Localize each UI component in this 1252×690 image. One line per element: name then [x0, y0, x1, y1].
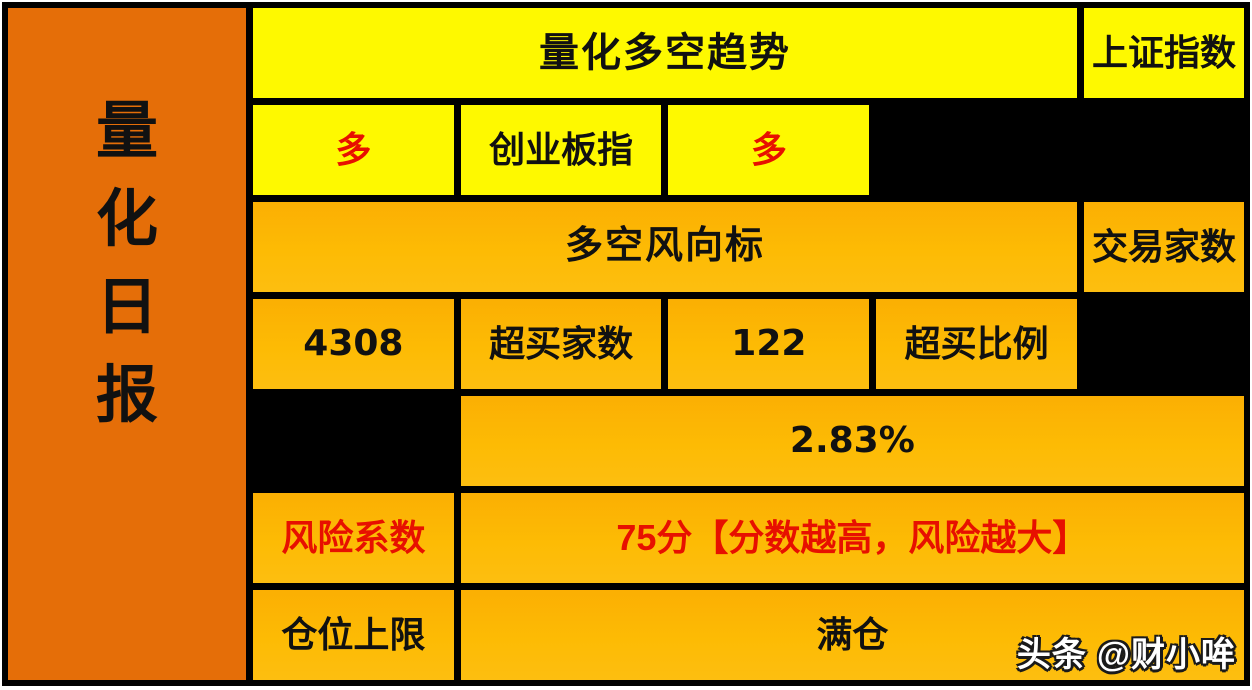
- sidebar-vertical-title: 量 化 日 报: [8, 8, 246, 680]
- risk-score-label: 风险系数: [253, 493, 454, 583]
- chinext-index-label: 创业板指: [460, 105, 662, 195]
- sidebar-char-2: 化: [95, 185, 158, 254]
- chinext-index-signal: 多: [668, 105, 870, 195]
- overbought-count-value: 122: [668, 299, 870, 389]
- position-limit-label: 仓位上限: [253, 590, 454, 680]
- sidebar-char-4: 报: [95, 361, 158, 430]
- watermark: 头条 @财小哞: [1017, 627, 1236, 676]
- sse-index-signal: 多: [253, 105, 454, 195]
- sse-index-label: 上证指数: [1083, 8, 1244, 98]
- risk-score-value: 75分【分数越高，风险越大】: [460, 493, 1244, 583]
- sidebar-char-1: 量: [95, 97, 158, 166]
- overbought-ratio-value: 2.83%: [460, 396, 1244, 486]
- sidebar-char-3: 日: [95, 273, 158, 342]
- trading-count-label: 交易家数: [1083, 202, 1244, 292]
- trading-count-value: 4308: [253, 299, 454, 389]
- overbought-count-label: 超买家数: [460, 299, 662, 389]
- section-header: 多空风向标: [253, 202, 1077, 292]
- position-limit-value: 满仓: [460, 590, 1244, 680]
- watermark-handle: @财小哞: [1096, 636, 1236, 674]
- watermark-platform: 头条: [1016, 636, 1087, 674]
- report-table: 量化多空趋势 上证指数 多 创业板指 多 多空风向标 交易家数 4308 超买家…: [253, 8, 1244, 680]
- table-header: 量化多空趋势: [253, 8, 1077, 98]
- overbought-ratio-label: 超买比例: [876, 299, 1077, 389]
